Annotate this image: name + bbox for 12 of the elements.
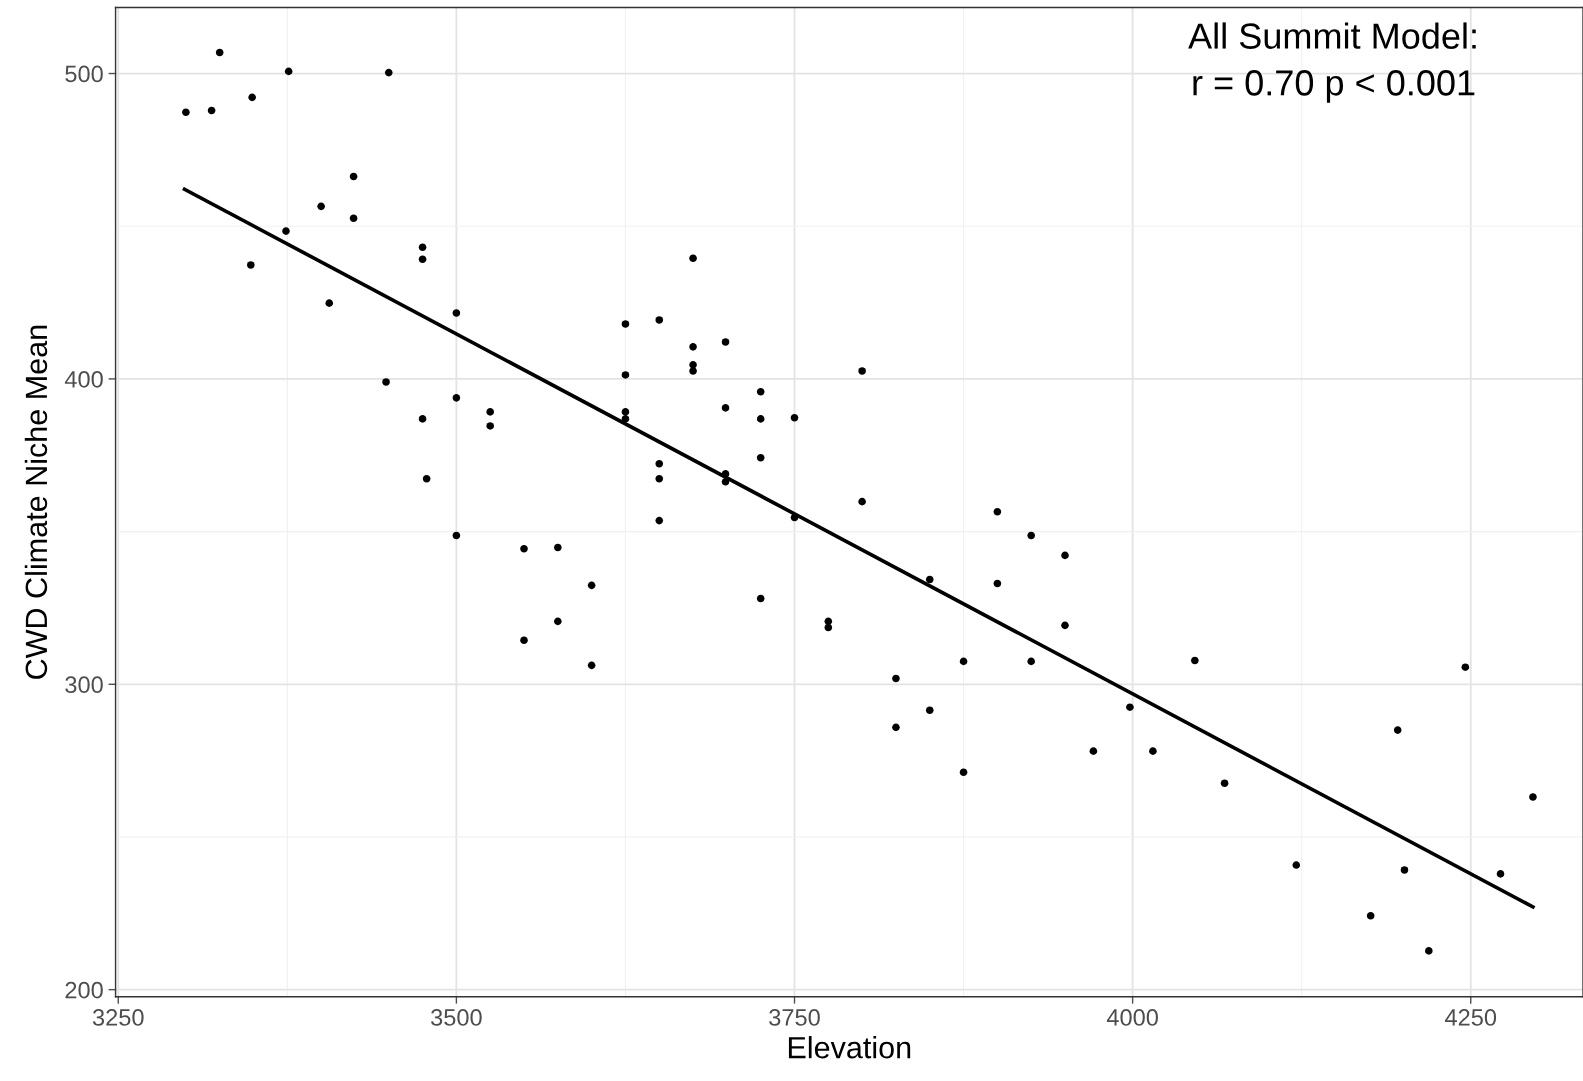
x-tick-label: 3750 xyxy=(769,1009,820,1026)
x-tick-label: 4000 xyxy=(1106,1009,1158,1026)
y-tick-label: 300 xyxy=(65,676,103,694)
y-tick-label: 200 xyxy=(65,981,103,999)
y-tick-label: 500 xyxy=(65,65,103,83)
y-tick-label: 400 xyxy=(64,370,103,388)
x-tick-label: 3500 xyxy=(431,1009,482,1026)
x-axis-title: Elevation xyxy=(788,1036,911,1059)
annotation: All Summit Model: r = 0.70 p < 0.001 xyxy=(1188,22,1476,103)
x-tick-label: 3250 xyxy=(92,1009,144,1026)
y-axis-title: CWD Climate Niche Mean xyxy=(24,325,48,679)
x-tick-label: 4250 xyxy=(1445,1009,1497,1026)
